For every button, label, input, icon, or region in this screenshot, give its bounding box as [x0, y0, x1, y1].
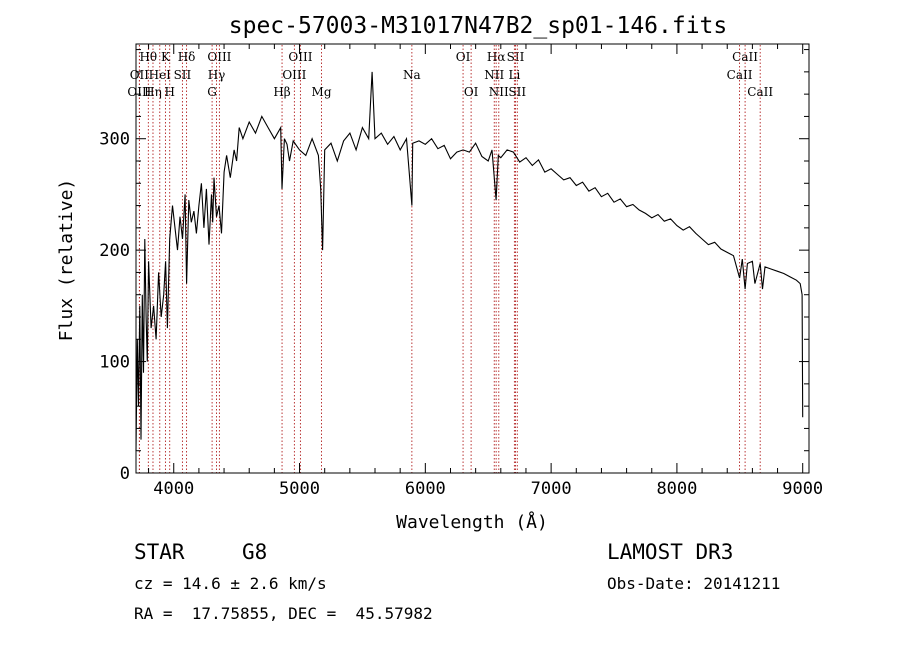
- spectrum-line: [135, 71, 804, 451]
- sky-coordinates: RA = 17.75855, DEC = 45.57982: [134, 604, 433, 623]
- plot-frame: [135, 43, 810, 474]
- line-label-22: SII: [507, 50, 525, 64]
- line-label-3: Hη: [144, 85, 162, 99]
- line-label-23: Li: [508, 68, 520, 82]
- line-label-11: G: [207, 85, 217, 99]
- line-label-2: OIII: [127, 85, 151, 99]
- line-label-12: Hβ: [273, 85, 290, 99]
- y-tick-label-2: 200: [99, 241, 130, 261]
- line-label-9: OIII: [207, 50, 231, 64]
- line-label-18: OI: [464, 85, 479, 99]
- line-label-26: CaII: [727, 68, 753, 82]
- line-label-21: NII: [489, 85, 509, 99]
- line-label-4: HeI: [149, 68, 172, 82]
- chart-title: spec-57003-M31017N47B2_sp01-146.fits: [229, 13, 728, 39]
- y-tick-label-0: 0: [120, 464, 130, 484]
- line-label-19: Hα: [487, 50, 506, 64]
- axis-ticks: 4000 5000 6000 7000 8000 9000 0 100 200 300: [99, 44, 823, 499]
- x-tick-label-4: 8000: [656, 479, 697, 499]
- line-label-27: CaII: [747, 85, 773, 99]
- x-tick-label-3: 7000: [531, 479, 572, 499]
- line-label-17: OI: [456, 50, 471, 64]
- redshift-velocity: cz = 14.6 ± 2.6 km/s: [134, 574, 327, 593]
- line-label-8: Hδ: [178, 50, 196, 64]
- x-tick-label-0: 4000: [153, 479, 194, 499]
- line-label-13: OIII: [288, 50, 312, 64]
- observation-date: Obs-Date: 20141211: [607, 574, 781, 593]
- line-label-16: Na: [403, 68, 421, 82]
- line-label-5: K: [161, 50, 171, 64]
- x-tick-label-1: 5000: [279, 479, 320, 499]
- y-tick-label-1: 100: [99, 353, 130, 373]
- line-label-20: NII: [484, 68, 504, 82]
- line-label-24: SII: [508, 85, 526, 99]
- line-label-0: Hθ: [139, 50, 157, 64]
- x-axis-label: Wavelength (Å): [396, 511, 548, 533]
- line-label-7: SII: [174, 68, 192, 82]
- line-label-14: OIII: [282, 68, 306, 82]
- y-axis-label: Flux (relative): [56, 179, 77, 342]
- line-label-10: Hγ: [208, 68, 226, 82]
- line-label-1: OII: [130, 68, 150, 82]
- y-tick-label-3: 300: [99, 130, 130, 150]
- object-subclass: G8: [242, 540, 268, 564]
- line-label-25: CaII: [732, 50, 758, 64]
- object-class: STAR: [134, 540, 185, 564]
- x-tick-label-5: 9000: [782, 479, 823, 499]
- line-label-6: H: [164, 85, 174, 99]
- x-tick-label-2: 6000: [405, 479, 446, 499]
- survey-name: LAMOST DR3: [607, 540, 734, 564]
- line-label-15: Mg: [312, 85, 332, 99]
